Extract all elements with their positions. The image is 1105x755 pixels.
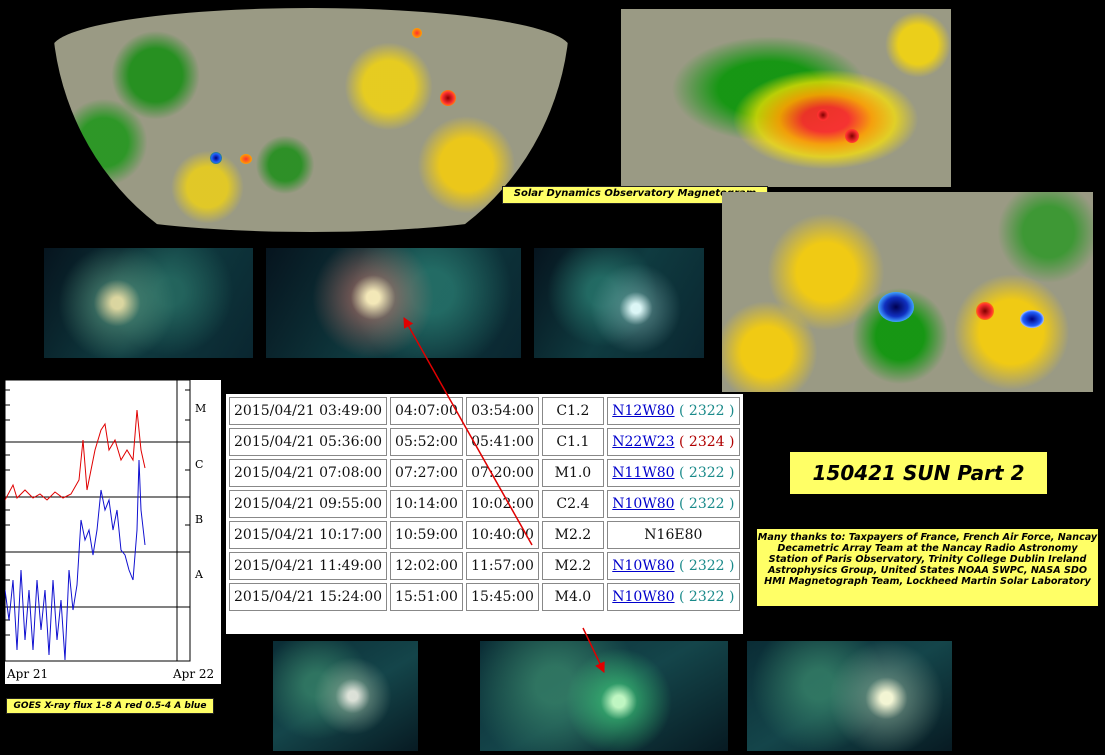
magnetogram-zoom-1 bbox=[621, 9, 951, 187]
flare-peak-cell: 10:02:00 bbox=[465, 490, 540, 518]
flare-table-grid: 2015/04/21 03:49:00 04:07:00 03:54:00 C1.2 N… bbox=[226, 394, 743, 614]
euv-image-top-2 bbox=[266, 248, 521, 358]
flare-end-cell: 04:07:00 bbox=[390, 397, 463, 425]
flare-region-number: ( 2322 ) bbox=[679, 403, 735, 419]
flare-class-cell: M2.2 bbox=[542, 552, 604, 580]
flare-location-cell[interactable]: N12W80 ( 2322 ) bbox=[606, 397, 740, 425]
goes-chart-svg: M C B A Apr 21 Apr 22 bbox=[4, 379, 214, 681]
flare-class-cell: M4.0 bbox=[542, 583, 604, 611]
flare-peak-cell: 05:41:00 bbox=[465, 428, 540, 456]
magnetogram-label: Solar Dynamics Observatory Magnetogram bbox=[502, 186, 768, 204]
magnetogram-zoom-2 bbox=[722, 192, 1093, 392]
flare-table: 2015/04/21 03:49:00 04:07:00 03:54:00 C1.2 N… bbox=[226, 394, 743, 634]
flare-peak-cell: 03:54:00 bbox=[465, 397, 540, 425]
flare-start-cell: 2015/04/21 11:49:00 bbox=[229, 552, 388, 580]
flare-peak-cell: 11:57:00 bbox=[465, 552, 540, 580]
class-label-c: C bbox=[195, 458, 203, 471]
flare-row: 2015/04/21 11:49:00 12:02:00 11:57:00 M2.2 N… bbox=[229, 552, 740, 580]
x-label-apr21: Apr 21 bbox=[6, 667, 48, 681]
euv-image-top-3 bbox=[534, 248, 704, 358]
flare-location-link[interactable]: N22W23 bbox=[612, 434, 675, 450]
flare-region-number: ( 2322 ) bbox=[679, 589, 735, 605]
flare-location-link[interactable]: N10W80 bbox=[612, 496, 675, 512]
flare-end-cell: 10:59:00 bbox=[390, 521, 463, 549]
flare-location-link[interactable]: N12W80 bbox=[612, 403, 675, 419]
goes-label: GOES X-ray flux 1-8 A red 0.5-4 A blue bbox=[6, 698, 214, 714]
flare-location-cell: N16E80 bbox=[606, 521, 740, 549]
class-label-m: M bbox=[195, 402, 206, 415]
flare-end-cell: 10:14:00 bbox=[390, 490, 463, 518]
flare-location-cell[interactable]: N10W80 ( 2322 ) bbox=[606, 583, 740, 611]
thanks-credits: Many thanks to: Taxpayers of France, Fre… bbox=[757, 529, 1098, 606]
flare-peak-cell: 15:45:00 bbox=[465, 583, 540, 611]
arrow-to-bottom-euv bbox=[582, 627, 605, 673]
flare-class-cell: C1.1 bbox=[542, 428, 604, 456]
euv-image-bottom-3 bbox=[747, 641, 952, 751]
flare-region-number: ( 2324 ) bbox=[679, 434, 735, 450]
flare-location-cell[interactable]: N10W80 ( 2322 ) bbox=[606, 490, 740, 518]
flare-region-number: ( 2322 ) bbox=[679, 558, 735, 574]
flare-row: 2015/04/21 05:36:00 05:52:00 05:41:00 C1.1 N… bbox=[229, 428, 740, 456]
euv-image-bottom-2 bbox=[480, 641, 728, 751]
flare-row: 2015/04/21 03:49:00 04:07:00 03:54:00 C1.2 N… bbox=[229, 397, 740, 425]
euv-image-top-1 bbox=[44, 248, 253, 358]
class-label-a: A bbox=[194, 568, 204, 581]
class-label-b: B bbox=[195, 513, 203, 526]
flare-start-cell: 2015/04/21 15:24:00 bbox=[229, 583, 388, 611]
flare-start-cell: 2015/04/21 03:49:00 bbox=[229, 397, 388, 425]
page-title: 150421 SUN Part 2 bbox=[790, 452, 1047, 494]
full-disk-magnetogram bbox=[52, 8, 570, 232]
goes-xray-chart: M C B A Apr 21 Apr 22 bbox=[4, 379, 221, 684]
flare-class-cell: M2.2 bbox=[542, 521, 604, 549]
flare-class-cell: C2.4 bbox=[542, 490, 604, 518]
flare-row: 2015/04/21 09:55:00 10:14:00 10:02:00 C2.4 N… bbox=[229, 490, 740, 518]
flare-peak-cell: 10:40:00 bbox=[465, 521, 540, 549]
arrow-to-top-euv bbox=[403, 317, 533, 546]
flare-region-number: ( 2322 ) bbox=[679, 496, 735, 512]
flare-location-cell[interactable]: N10W80 ( 2322 ) bbox=[606, 552, 740, 580]
flare-end-cell: 12:02:00 bbox=[390, 552, 463, 580]
flare-location-link[interactable]: N10W80 bbox=[612, 558, 675, 574]
flare-region-number: ( 2322 ) bbox=[679, 465, 735, 481]
flare-peak-cell: 07:20:00 bbox=[465, 459, 540, 487]
flare-class-cell: M1.0 bbox=[542, 459, 604, 487]
flare-location-text: N16E80 bbox=[644, 527, 703, 543]
euv-image-bottom-1 bbox=[273, 641, 418, 751]
flare-location-link[interactable]: N11W80 bbox=[612, 465, 675, 481]
x-label-apr22: Apr 22 bbox=[172, 667, 214, 681]
flare-row: 2015/04/21 07:08:00 07:27:00 07:20:00 M1.0 N… bbox=[229, 459, 740, 487]
flare-start-cell: 2015/04/21 05:36:00 bbox=[229, 428, 388, 456]
flare-start-cell: 2015/04/21 07:08:00 bbox=[229, 459, 388, 487]
flare-start-cell: 2015/04/21 10:17:00 bbox=[229, 521, 388, 549]
xray-red-series bbox=[4, 409, 146, 501]
y-ticks bbox=[5, 389, 190, 636]
flare-location-cell[interactable]: N22W23 ( 2324 ) bbox=[606, 428, 740, 456]
flare-start-cell: 2015/04/21 09:55:00 bbox=[229, 490, 388, 518]
flare-row: 2015/04/21 15:24:00 15:51:00 15:45:00 M4.0 N… bbox=[229, 583, 740, 611]
flare-end-cell: 15:51:00 bbox=[390, 583, 463, 611]
flare-end-cell: 07:27:00 bbox=[390, 459, 463, 487]
flare-end-cell: 05:52:00 bbox=[390, 428, 463, 456]
xray-blue-series bbox=[4, 459, 146, 661]
flare-location-link[interactable]: N10W80 bbox=[612, 589, 675, 605]
flare-location-cell[interactable]: N11W80 ( 2322 ) bbox=[606, 459, 740, 487]
flare-row: 2015/04/21 10:17:00 10:59:00 10:40:00 M2.2 N… bbox=[229, 521, 740, 549]
flare-class-cell: C1.2 bbox=[542, 397, 604, 425]
